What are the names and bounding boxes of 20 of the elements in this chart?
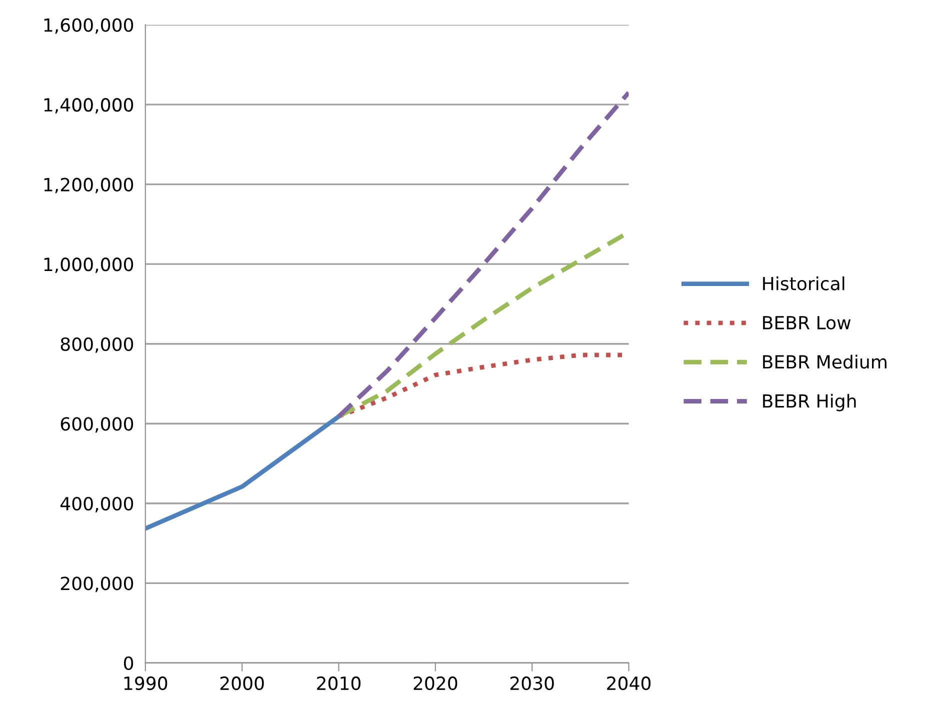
x-tick-label: 2040: [607, 676, 651, 690]
y-tick-label: 400,000: [60, 496, 134, 512]
y-tick-label: 1,600,000: [44, 18, 134, 34]
line-series: [336, 90, 629, 419]
legend-label: BEBR Medium: [763, 354, 886, 369]
y-tick-label: 0: [124, 656, 134, 670]
y-tick-label: 800,000: [60, 337, 134, 353]
x-tick-label: 2010: [317, 676, 361, 690]
x-tick-label: 2000: [220, 676, 264, 690]
y-tick-label: 200,000: [60, 576, 134, 592]
y-tick-label: 1,200,000: [44, 178, 134, 194]
legend-label: BEBR High: [763, 394, 856, 412]
legend-label: Historical: [763, 276, 844, 290]
x-tick-label: 2020: [414, 676, 458, 690]
x-tick-label: 2030: [510, 676, 554, 690]
x-tick-label: 1990: [124, 676, 168, 690]
y-tick-label: 1,400,000: [44, 98, 134, 114]
legend-label: BEBR Low: [763, 316, 851, 330]
y-tick-label: 600,000: [60, 417, 134, 433]
y-tick-label: 1,000,000: [44, 258, 134, 274]
